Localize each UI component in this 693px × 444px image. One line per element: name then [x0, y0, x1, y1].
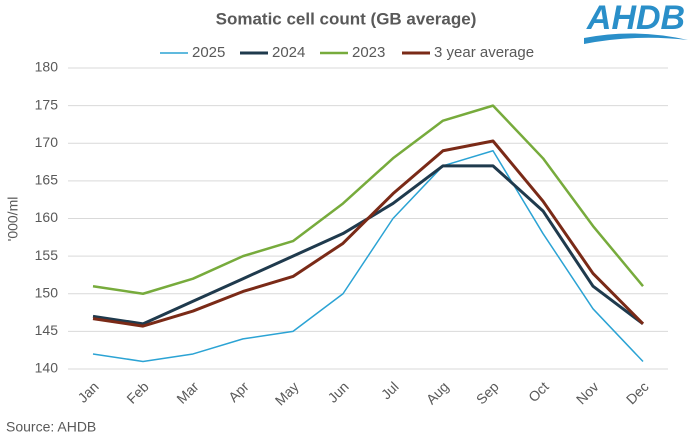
y-tick-label: 180 [35, 59, 59, 75]
series-line [92, 164, 644, 326]
series-line [92, 104, 644, 295]
x-tick-label: Sep [473, 378, 502, 407]
logo-swoosh [584, 33, 688, 44]
y-tick-label: 155 [35, 247, 59, 263]
legend-label: 2023 [352, 44, 385, 61]
y-axis-label: '000/ml [5, 197, 21, 242]
legend-label: 2024 [272, 44, 305, 61]
y-tick-label: 140 [35, 360, 59, 376]
legend-label: 3 year average [434, 44, 534, 61]
legend-label: 2025 [192, 44, 225, 61]
x-tick-label: Jan [74, 378, 101, 405]
x-tick-label: Jun [324, 378, 351, 405]
series-line [92, 150, 644, 363]
logo: AHDB [584, 0, 688, 44]
x-tick-label: Dec [623, 378, 652, 407]
x-tick-label: Nov [573, 378, 602, 407]
series-line [92, 139, 645, 328]
x-tick-label: Aug [423, 378, 452, 407]
y-tick-label: 175 [35, 96, 59, 112]
y-tick-label: 145 [35, 322, 59, 338]
x-tick-label: Oct [525, 378, 552, 405]
source: Source: AHDB [6, 419, 96, 435]
y-tick-label: 160 [35, 209, 59, 225]
y-tick-label: 170 [35, 134, 59, 150]
x-tick-label: May [272, 378, 302, 408]
y-tick-label: 165 [35, 172, 59, 188]
x-tick-label: Apr [225, 378, 252, 405]
x-tick-label: Feb [123, 378, 152, 407]
chart-title: Somatic cell count (GB average) [216, 9, 477, 28]
y-tick-label: 150 [35, 284, 59, 300]
x-tick-label: Jul [378, 378, 402, 402]
logo-text: AHDB [586, 0, 685, 37]
x-tick-label: Mar [173, 378, 202, 407]
